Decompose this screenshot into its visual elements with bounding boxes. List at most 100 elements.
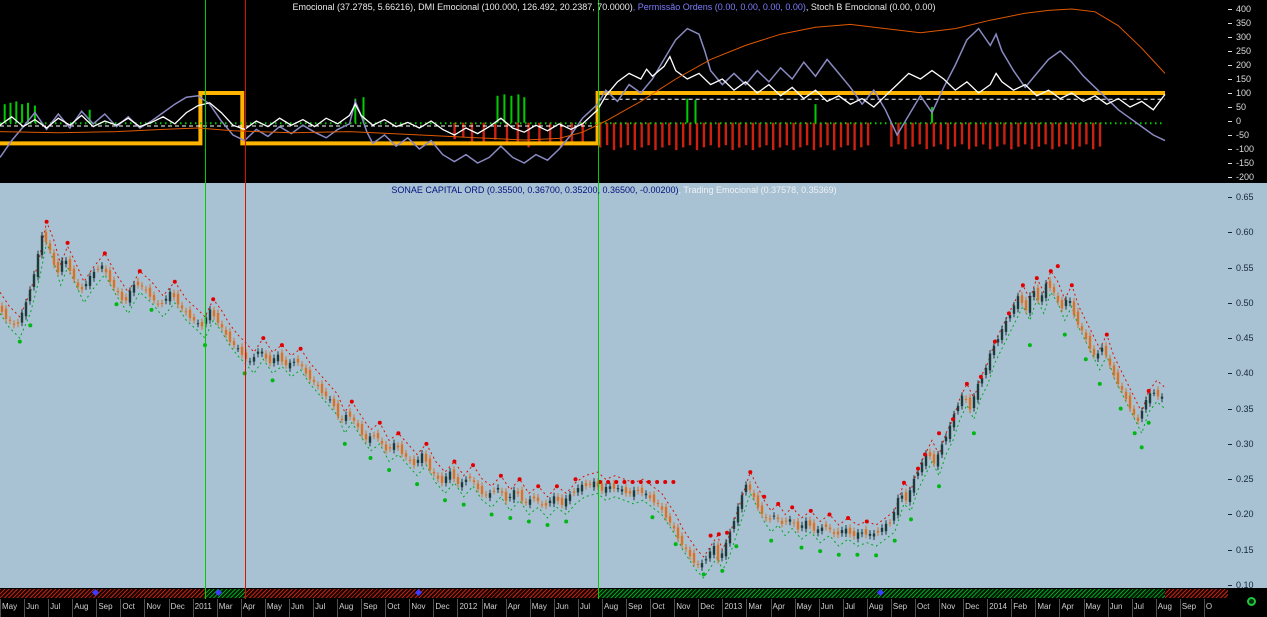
price-chart[interactable]: [0, 183, 1228, 588]
candle-body: [1160, 396, 1164, 399]
red-histogram-bar: [1030, 122, 1034, 150]
candle-body: [556, 496, 560, 501]
sell-signal-dot: [471, 463, 475, 468]
candle-body: [64, 260, 68, 264]
candle-body: [1060, 300, 1064, 309]
candle-body: [868, 533, 872, 536]
red-histogram-bar: [709, 122, 712, 146]
red-histogram-bar: [549, 122, 552, 143]
buy-signal-dot: [1097, 381, 1102, 386]
buy-signal-dot: [1146, 420, 1151, 425]
candle-body: [732, 521, 736, 529]
time-axis-label: Mar: [1035, 599, 1059, 617]
sell-signal-dot: [1055, 264, 1060, 269]
candle-body: [240, 346, 244, 355]
price-panel[interactable]: SONAE CAPITAL ORD (0.35500, 0.36700, 0.3…: [0, 183, 1228, 588]
candle-body: [1140, 411, 1144, 419]
candle-body: [220, 324, 224, 328]
red-histogram-bar: [1058, 122, 1061, 147]
candle-body: [904, 492, 908, 501]
sell-signal-dot: [498, 473, 503, 478]
candle-body: [84, 284, 88, 287]
candle-body: [468, 476, 472, 479]
indicator-axis-tick: 50: [1228, 102, 1246, 112]
sell-signal-dot: [1006, 311, 1011, 316]
candle-body: [500, 491, 504, 493]
candle-body: [380, 441, 384, 444]
price-y-axis[interactable]: 0.65 0.60 0.55 0.50 0.45 0.40 0.35 0.30 0.25 0.20…: [1228, 183, 1267, 590]
buy-signal-dot: [387, 468, 392, 472]
candle-body: [404, 453, 408, 457]
candle-body: [460, 482, 464, 488]
event-line-red[interactable]: [245, 0, 246, 599]
candle-body: [812, 522, 816, 531]
event-line-green-2[interactable]: [598, 0, 599, 599]
candle-body: [816, 529, 820, 533]
time-axis-label: Jun: [1107, 599, 1132, 617]
candle-body: [308, 370, 312, 380]
indicator-panel[interactable]: Emocional (37.2785, 5.66216), DMI Emocio…: [0, 0, 1228, 183]
candle-body: [1048, 280, 1052, 288]
candle-body: [784, 520, 788, 522]
green-spike: [517, 94, 520, 123]
buy-signal-dot: [971, 431, 976, 436]
candle-body: [964, 398, 968, 400]
candle-body: [672, 525, 676, 529]
emocional-white-line: [0, 55, 1166, 136]
candle-body: [488, 493, 492, 498]
candle-body: [808, 520, 812, 526]
red-histogram-bar: [853, 122, 856, 151]
candle-body: [352, 417, 356, 421]
candle-body: [328, 399, 332, 401]
candle-body: [312, 379, 316, 382]
candle-body: [940, 444, 944, 455]
candle-body: [552, 496, 556, 504]
indicator-chart[interactable]: [0, 0, 1228, 183]
candle-body: [236, 348, 240, 350]
candle-body: [580, 484, 584, 492]
time-axis-label: May: [1083, 599, 1108, 617]
red-histogram-bar: [668, 122, 671, 146]
red-histogram-bar: [751, 122, 755, 151]
buy-signal-dot: [526, 519, 531, 524]
candle-body: [840, 530, 844, 534]
event-line-green-1[interactable]: [205, 0, 206, 599]
red-histogram-bar: [982, 122, 985, 145]
candle-body: [884, 523, 888, 532]
time-axis-label: Jul: [577, 599, 602, 617]
time-axis-label: Mar: [481, 599, 506, 617]
buy-signal-dot: [855, 552, 860, 557]
candle-body: [412, 458, 416, 466]
candle-body: [484, 494, 488, 496]
candle-body: [1088, 336, 1092, 349]
buy-signal-dot: [443, 498, 447, 503]
indicator-y-axis[interactable]: 400 350 300 250 200 150 100 50 0 -50 -100 -150 -200: [1228, 0, 1267, 183]
red-histogram-bar: [925, 122, 928, 150]
sell-signal-dot: [211, 297, 216, 302]
red-histogram-bar: [505, 122, 509, 145]
sell-signal-dot: [951, 417, 955, 422]
sell-signal-dot: [638, 480, 643, 484]
red-histogram-bar: [846, 122, 849, 146]
time-axis-label: Feb: [1011, 599, 1035, 617]
candle-body: [428, 458, 432, 470]
green-spike: [510, 95, 513, 123]
candle-body: [200, 322, 204, 327]
candle-body: [420, 453, 424, 463]
dmi-slate-line: [0, 27, 1166, 164]
sell-signal-dot: [1146, 389, 1151, 393]
candle-body: [960, 395, 964, 407]
sell-signal-dot: [279, 343, 284, 348]
sell-signal-dot: [655, 480, 660, 484]
price-axis-tick: 0.15: [1228, 545, 1254, 555]
candle-body: [1148, 393, 1152, 404]
time-axis[interactable]: May Jun Jul Aug Sep Oct Nov Dec 2011 Mar Apr May Jun…: [0, 599, 1228, 617]
price-axis-tick: 0.35: [1228, 404, 1254, 414]
sell-signal-dot: [614, 480, 619, 484]
red-histogram-bar: [819, 122, 822, 148]
candle-body: [248, 361, 252, 363]
candle-body: [948, 425, 952, 439]
candle-body: [616, 488, 620, 490]
candle-body: [780, 520, 784, 524]
red-histogram-bar: [1003, 122, 1006, 145]
